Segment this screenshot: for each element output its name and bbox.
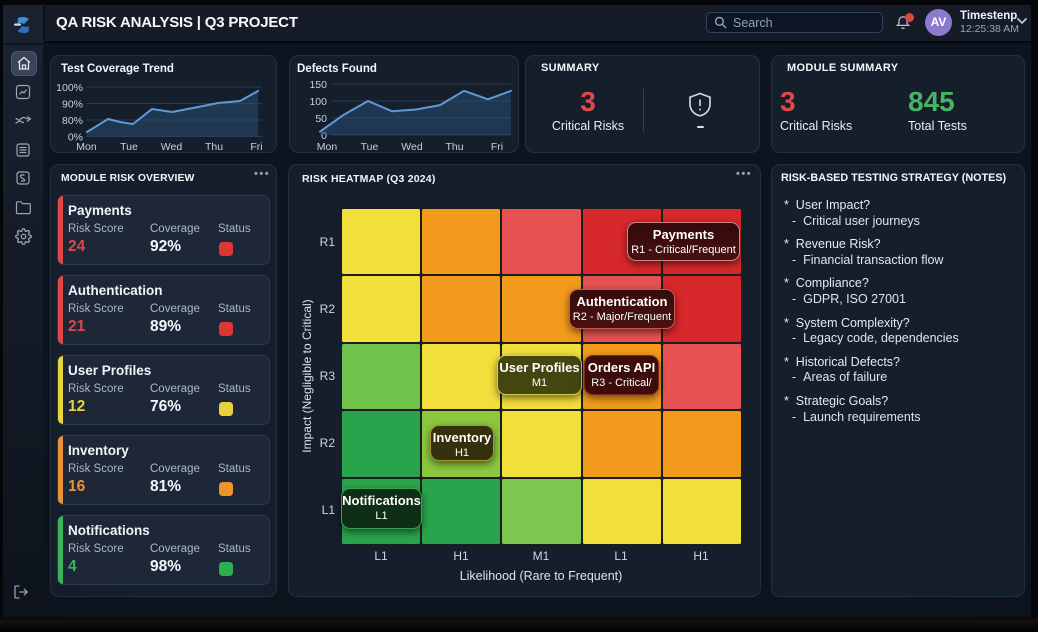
svg-text:Wed: Wed (401, 141, 423, 153)
svg-text:Tue: Tue (120, 141, 138, 153)
svg-text:150: 150 (309, 79, 327, 91)
svg-text:Tue: Tue (361, 141, 379, 153)
svg-text:Wed: Wed (161, 141, 183, 153)
svg-text:0: 0 (321, 130, 327, 142)
svg-text:Mon: Mon (76, 141, 97, 153)
svg-text:80%: 80% (62, 115, 83, 127)
svg-text:Fri: Fri (491, 141, 503, 153)
svg-text:100%: 100% (56, 82, 83, 94)
svg-text:0%: 0% (68, 132, 83, 144)
svg-text:Fri: Fri (250, 141, 262, 153)
svg-text:90%: 90% (62, 99, 83, 111)
svg-text:Thu: Thu (205, 141, 223, 153)
svg-text:50: 50 (315, 113, 327, 125)
svg-text:100: 100 (309, 96, 327, 108)
svg-text:Mon: Mon (317, 141, 338, 153)
svg-text:Thu: Thu (445, 141, 463, 153)
